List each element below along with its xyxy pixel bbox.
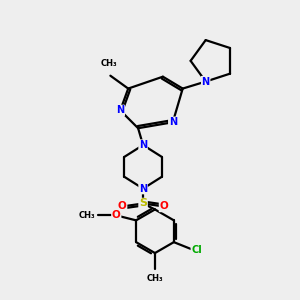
Text: N: N bbox=[139, 184, 147, 194]
Text: CH₃: CH₃ bbox=[79, 211, 95, 220]
Text: N: N bbox=[116, 105, 124, 116]
Text: CH₃: CH₃ bbox=[147, 274, 163, 283]
Text: Cl: Cl bbox=[191, 245, 202, 255]
Text: S: S bbox=[139, 199, 147, 208]
Text: O: O bbox=[160, 202, 168, 212]
Text: CH₃: CH₃ bbox=[101, 59, 118, 68]
Text: O: O bbox=[112, 210, 121, 220]
Text: N: N bbox=[169, 117, 177, 127]
Text: N: N bbox=[139, 140, 147, 150]
Text: O: O bbox=[118, 202, 127, 212]
Text: N: N bbox=[202, 76, 210, 87]
